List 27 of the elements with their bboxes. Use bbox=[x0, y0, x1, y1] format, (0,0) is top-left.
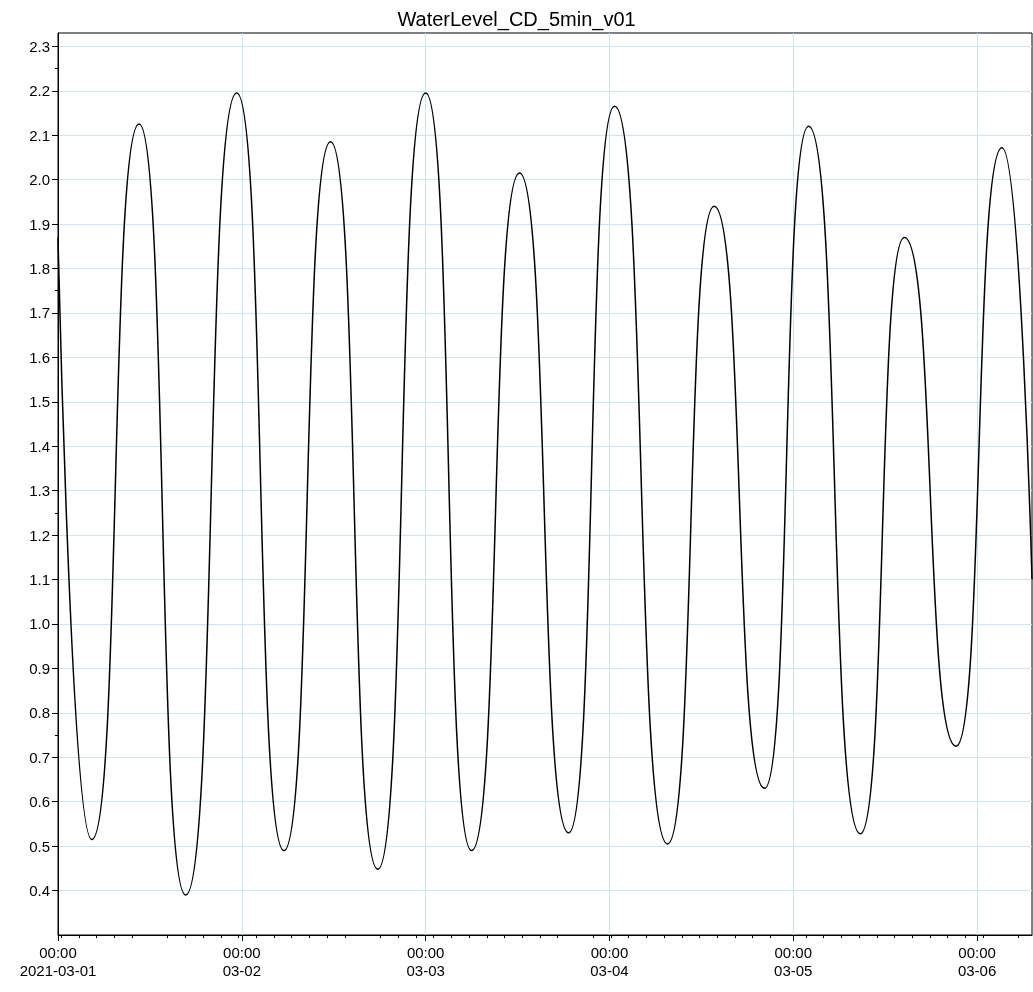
x-tick-label: 00:00 03-03 bbox=[406, 943, 445, 979]
y-tick-label: 2.3 bbox=[29, 37, 50, 55]
y-tick-label: 1.3 bbox=[29, 482, 50, 500]
y-tick-label: 0.5 bbox=[29, 837, 50, 855]
chart-title: WaterLevel_CD_5min_v01 bbox=[397, 8, 636, 31]
y-tick-label: 1.0 bbox=[29, 615, 50, 633]
y-tick-label: 0.9 bbox=[29, 659, 50, 677]
x-tick-label: 00:00 03-06 bbox=[957, 943, 997, 979]
x-tick-label: 00:00 03-04 bbox=[590, 943, 629, 979]
y-tick-label: 1.9 bbox=[29, 215, 50, 233]
y-tick-label: 1.5 bbox=[29, 393, 50, 411]
y-tick-label: 0.4 bbox=[29, 882, 50, 900]
y-tick-label: 2.1 bbox=[29, 126, 50, 144]
y-tick-label: 0.6 bbox=[29, 793, 50, 811]
y-tick-label: 1.1 bbox=[29, 571, 50, 589]
y-tick-label: 1.6 bbox=[29, 348, 50, 366]
x-tick-label: 00:00 2021-03-01 bbox=[19, 943, 97, 979]
y-tick-label: 0.7 bbox=[29, 748, 50, 766]
y-tick-label: 2.2 bbox=[29, 82, 50, 100]
y-tick-label: 2.0 bbox=[29, 171, 50, 189]
y-tick-label: 1.2 bbox=[29, 526, 50, 544]
x-tick-label: 00:00 03-05 bbox=[774, 943, 813, 979]
y-tick-label: 1.7 bbox=[29, 304, 50, 322]
y-tick-label: 0.8 bbox=[29, 704, 50, 722]
y-tick-label: 1.4 bbox=[29, 437, 50, 455]
y-tick-label: 1.8 bbox=[29, 260, 50, 277]
x-tick-label: 00:00 03-02 bbox=[222, 943, 262, 979]
